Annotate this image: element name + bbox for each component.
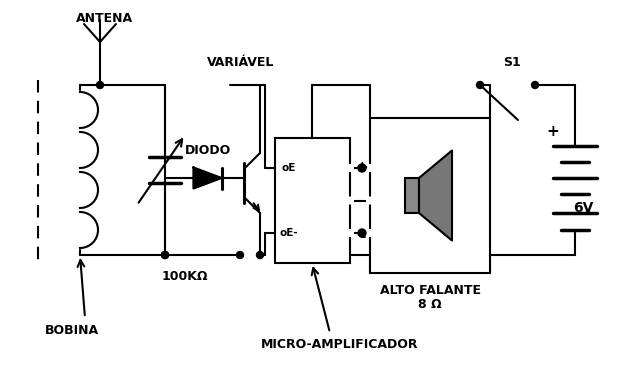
- Text: +: +: [547, 124, 559, 139]
- Circle shape: [367, 230, 373, 236]
- Text: VARIÁVEL: VARIÁVEL: [207, 55, 275, 69]
- Bar: [275, 138, 350, 263]
- Text: MICRO-AMPLIFICADOR: MICRO-AMPLIFICADOR: [261, 338, 419, 351]
- Circle shape: [161, 252, 168, 258]
- Circle shape: [347, 230, 353, 236]
- Circle shape: [97, 81, 104, 89]
- Circle shape: [367, 197, 373, 204]
- Text: 6V: 6V: [573, 201, 593, 215]
- Circle shape: [237, 252, 243, 258]
- Circle shape: [477, 81, 483, 89]
- Text: -: -: [359, 230, 365, 244]
- Circle shape: [161, 252, 168, 258]
- Text: 8 Ω: 8 Ω: [418, 299, 442, 312]
- Polygon shape: [419, 150, 452, 241]
- Text: ANTENA: ANTENA: [76, 11, 134, 25]
- Text: DIODO: DIODO: [184, 144, 230, 157]
- Circle shape: [347, 165, 353, 171]
- Text: +: +: [356, 160, 369, 175]
- Text: S1: S1: [503, 56, 521, 69]
- Polygon shape: [193, 168, 221, 188]
- Circle shape: [367, 165, 373, 171]
- Text: 100KΩ: 100KΩ: [162, 271, 208, 283]
- Circle shape: [358, 229, 366, 237]
- Bar: [370, 118, 490, 273]
- Text: oE-: oE-: [280, 228, 299, 238]
- Text: BOBINA: BOBINA: [45, 324, 99, 337]
- Text: ALTO FALANTE: ALTO FALANTE: [380, 285, 481, 298]
- Circle shape: [257, 252, 264, 258]
- Circle shape: [531, 81, 538, 89]
- Text: oE: oE: [281, 163, 296, 173]
- Circle shape: [358, 164, 366, 172]
- Bar: [405, 178, 419, 213]
- Circle shape: [347, 197, 353, 204]
